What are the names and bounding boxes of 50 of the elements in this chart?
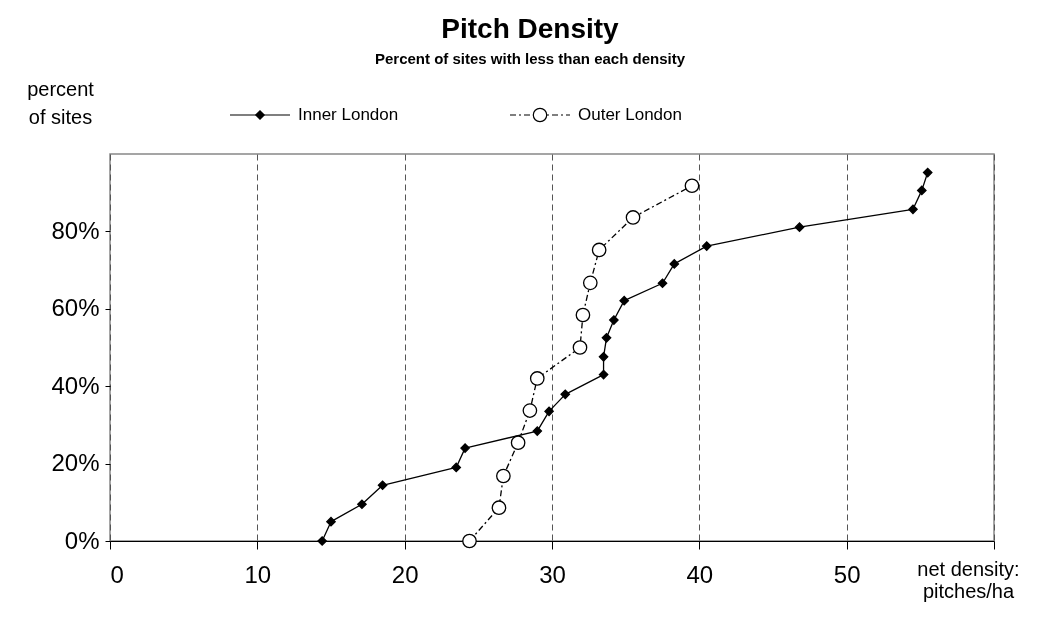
point (460, 443, 470, 453)
point (701, 241, 712, 251)
legend-label: Outer London (578, 105, 682, 124)
point (317, 536, 327, 546)
point (598, 351, 609, 362)
x-tick-label: 10 (244, 560, 272, 588)
y-tick-label: 40% (51, 371, 100, 399)
y-tick-label: 20% (51, 449, 100, 477)
chart-title: Pitch Density (441, 13, 620, 44)
point (657, 278, 668, 289)
y-tick-label: 60% (51, 294, 100, 322)
point (908, 204, 918, 215)
y-tick-label: 0% (64, 526, 100, 554)
y-tick-label: 80% (51, 216, 100, 244)
point (916, 185, 927, 196)
chart-subtitle: Percent of sites with less than each density (374, 50, 686, 67)
point (357, 499, 367, 510)
x-tick-label: 20 (391, 560, 419, 588)
point (462, 533, 477, 549)
point (582, 275, 598, 291)
point (591, 242, 607, 258)
point (496, 468, 511, 484)
point (377, 480, 388, 491)
legend-label: Inner London (298, 105, 399, 124)
point (491, 500, 507, 516)
point (601, 332, 612, 343)
point (575, 307, 591, 323)
point (522, 403, 538, 418)
x-tick-label: 0 (110, 560, 124, 588)
point (794, 222, 805, 232)
point (684, 178, 700, 194)
point (598, 369, 609, 380)
point (544, 406, 554, 417)
point (510, 435, 526, 451)
x-tick-label: 40 (686, 560, 714, 588)
x-tick-label: 50 (833, 560, 861, 588)
point (619, 295, 630, 306)
point (625, 210, 641, 225)
x-axis-title: net density: pitches/ha (917, 557, 1020, 602)
point (572, 340, 588, 355)
point (451, 462, 462, 473)
y-axis-title: percent of sites (27, 77, 95, 128)
point (669, 259, 680, 269)
point (326, 516, 336, 527)
point (532, 426, 543, 436)
point (922, 167, 933, 178)
point (529, 371, 545, 386)
point (609, 315, 619, 325)
point (560, 389, 571, 400)
x-tick-label: 30 (539, 560, 566, 588)
